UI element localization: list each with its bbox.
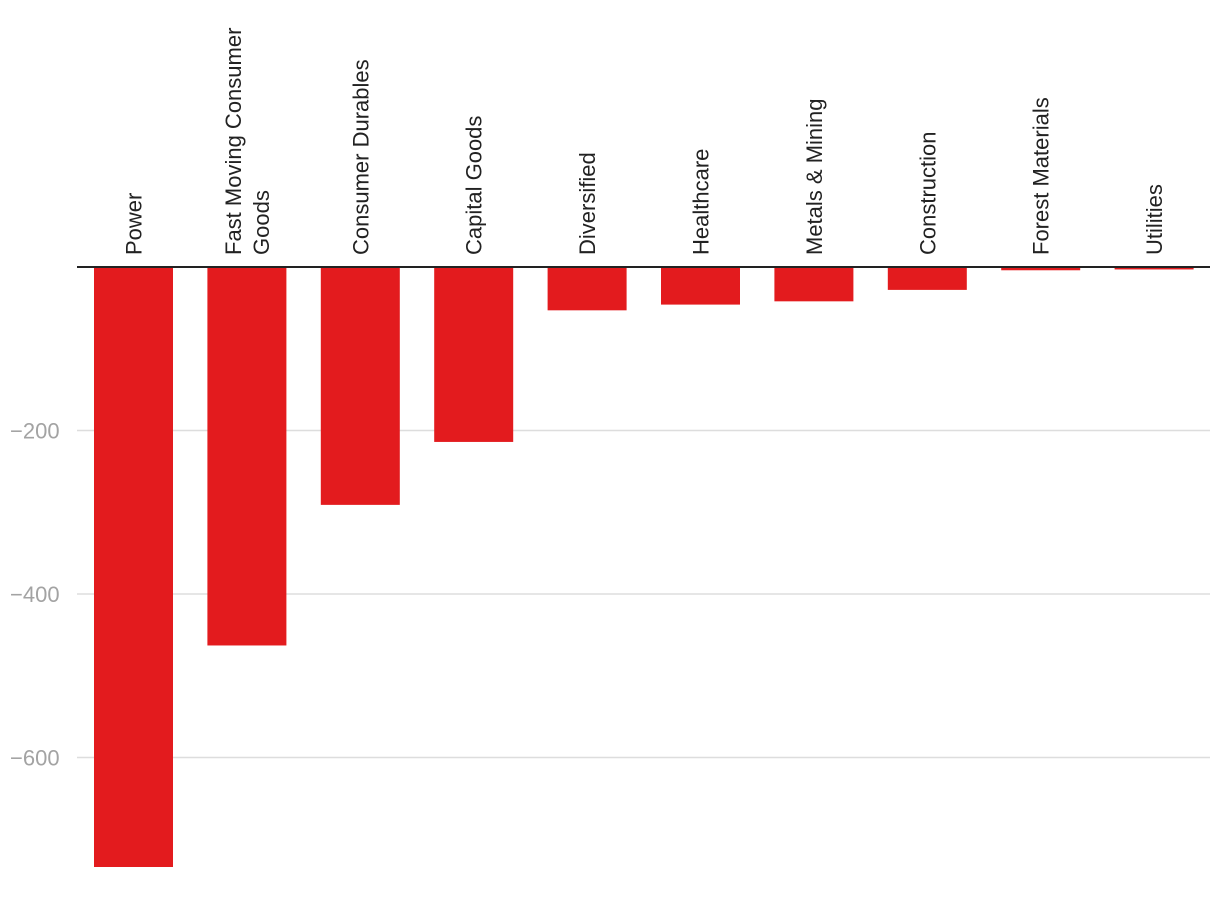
category-label: Metals & Mining [802, 98, 827, 255]
category-label-line: Goods [249, 190, 274, 255]
category-labels: Power Fast Moving Consumer Goods Consumer D… [122, 28, 1168, 255]
bar [547, 267, 627, 311]
bars [94, 267, 1194, 867]
category-label: Healthcare [689, 149, 714, 255]
category-label-line: Consumer Durables [348, 59, 373, 255]
category-label-line: Healthcare [689, 149, 714, 255]
category-label: Fast Moving Consumer Goods [221, 28, 274, 255]
y-tick-label: −400 [10, 582, 60, 607]
bar [887, 267, 967, 290]
bar [207, 267, 287, 646]
category-label: Forest Materials [1029, 97, 1054, 255]
category-label-line: Metals & Mining [802, 98, 827, 255]
category-label-line: Capital Goods [462, 116, 487, 255]
bar [1114, 267, 1194, 270]
bar [1001, 267, 1081, 271]
bar [434, 267, 514, 442]
category-label: Construction [915, 131, 940, 255]
bar [94, 267, 173, 867]
bar [774, 267, 854, 302]
category-label-line: Forest Materials [1029, 97, 1054, 255]
category-label-line: Construction [915, 131, 940, 255]
y-tick-label: −200 [10, 418, 60, 443]
category-label-line: Fast Moving Consumer [221, 28, 246, 255]
category-label: Diversified [575, 152, 600, 255]
category-label-line: Utilities [1142, 184, 1167, 255]
bar [320, 267, 400, 505]
y-tick-labels: −200 −400 −600 [10, 418, 60, 770]
category-label: Consumer Durables [348, 59, 373, 255]
y-tick-label: −600 [10, 745, 60, 770]
category-label: Capital Goods [462, 116, 487, 255]
category-label: Power [122, 193, 147, 255]
bar [661, 267, 740, 305]
category-label-line: Diversified [575, 152, 600, 255]
category-label: Utilities [1142, 184, 1167, 255]
category-label-line: Power [122, 193, 147, 255]
